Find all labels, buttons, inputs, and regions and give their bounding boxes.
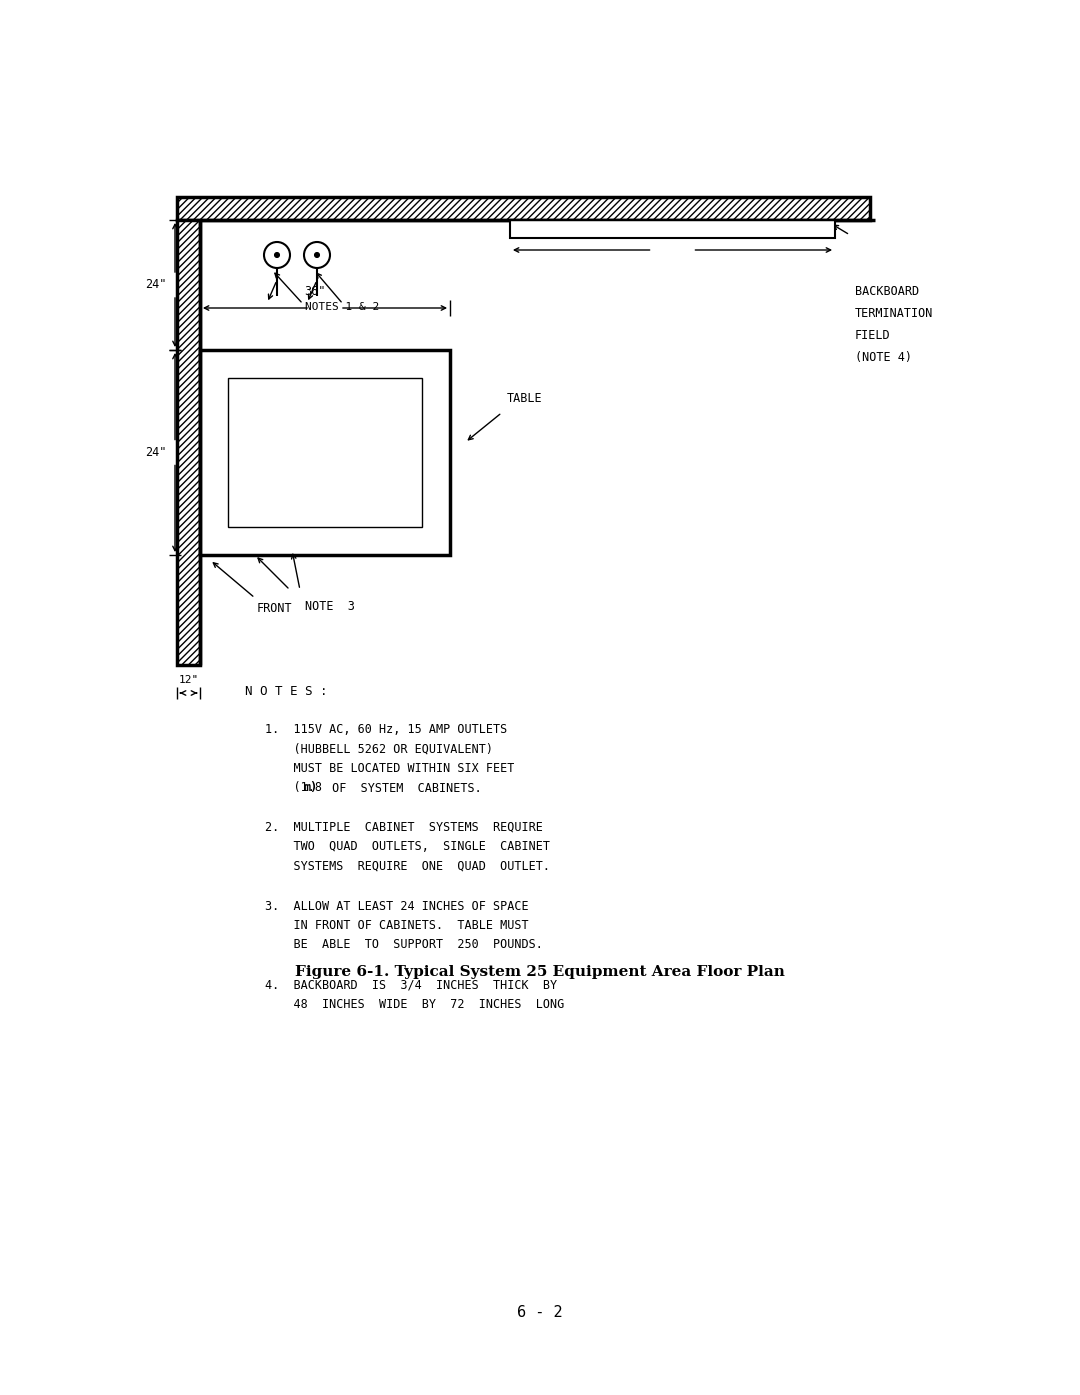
Text: 24": 24"	[146, 279, 167, 292]
Text: TWO  QUAD  OUTLETS,  SINGLE  CABINET: TWO QUAD OUTLETS, SINGLE CABINET	[265, 841, 550, 854]
Bar	[177, 197, 870, 220]
Circle shape	[314, 252, 320, 257]
Text: TERMINATION: TERMINATION	[855, 307, 933, 319]
Bar	[228, 378, 422, 527]
Text: m): m)	[303, 781, 318, 795]
Text: BE  ABLE  TO  SUPPORT  250  POUNDS.: BE ABLE TO SUPPORT 250 POUNDS.	[265, 939, 543, 951]
Text: (NOTE 4): (NOTE 4)	[855, 352, 912, 364]
Text: CABINETS: CABINETS	[297, 425, 353, 439]
Text: BACKBOARD: BACKBOARD	[855, 285, 919, 299]
Text: 4.  BACKBOARD  IS  3/4  INCHES  THICK  BY: 4. BACKBOARD IS 3/4 INCHES THICK BY	[265, 978, 557, 990]
Text: 72": 72"	[662, 229, 684, 241]
Text: N O T E S :: N O T E S :	[245, 685, 327, 698]
Text: 6 - 2: 6 - 2	[517, 1304, 563, 1320]
Text: 3.  ALLOW AT LEAST 24 INCHES OF SPACE: 3. ALLOW AT LEAST 24 INCHES OF SPACE	[265, 900, 528, 912]
Text: 48  INCHES  WIDE  BY  72  INCHES  LONG: 48 INCHES WIDE BY 72 INCHES LONG	[265, 997, 564, 1010]
Text: OF  SYSTEM  CABINETS.: OF SYSTEM CABINETS.	[325, 781, 482, 795]
Text: 2.  MULTIPLE  CABINET  SYSTEMS  REQUIRE: 2. MULTIPLE CABINET SYSTEMS REQUIRE	[265, 822, 543, 834]
Circle shape	[274, 252, 280, 257]
Text: NOTES 1 & 2: NOTES 1 & 2	[305, 301, 379, 312]
Text: (1.8: (1.8	[265, 781, 329, 795]
Text: IN FRONT OF CABINETS.  TABLE MUST: IN FRONT OF CABINETS. TABLE MUST	[265, 919, 528, 932]
Text: 12": 12"	[178, 675, 199, 685]
Text: SYSTEMS  REQUIRE  ONE  QUAD  OUTLET.: SYSTEMS REQUIRE ONE QUAD OUTLET.	[265, 859, 550, 873]
Text: TABLE: TABLE	[507, 392, 542, 405]
Text: FIELD: FIELD	[855, 329, 891, 342]
Text: NOTE  3: NOTE 3	[305, 600, 355, 612]
Bar	[510, 220, 835, 239]
Text: MUST BE LOCATED WITHIN SIX FEET: MUST BE LOCATED WITHIN SIX FEET	[265, 762, 514, 776]
Text: 1.  115V AC, 60 Hz, 15 AMP OUTLETS: 1. 115V AC, 60 Hz, 15 AMP OUTLETS	[265, 723, 508, 737]
Text: (HUBBELL 5262 OR EQUIVALENT): (HUBBELL 5262 OR EQUIVALENT)	[265, 742, 492, 756]
Text: FRONT: FRONT	[257, 603, 293, 615]
Text: SYSTEM: SYSTEM	[303, 406, 347, 418]
Bar	[200, 350, 450, 555]
Text: 36": 36"	[305, 285, 326, 299]
Bar	[177, 220, 200, 665]
Text: Figure 6-1. Typical System 25 Equipment Area Floor Plan: Figure 6-1. Typical System 25 Equipment …	[295, 965, 785, 979]
Text: (FOOTPRINT): (FOOTPRINT)	[286, 446, 364, 459]
Text: 24": 24"	[146, 446, 167, 459]
